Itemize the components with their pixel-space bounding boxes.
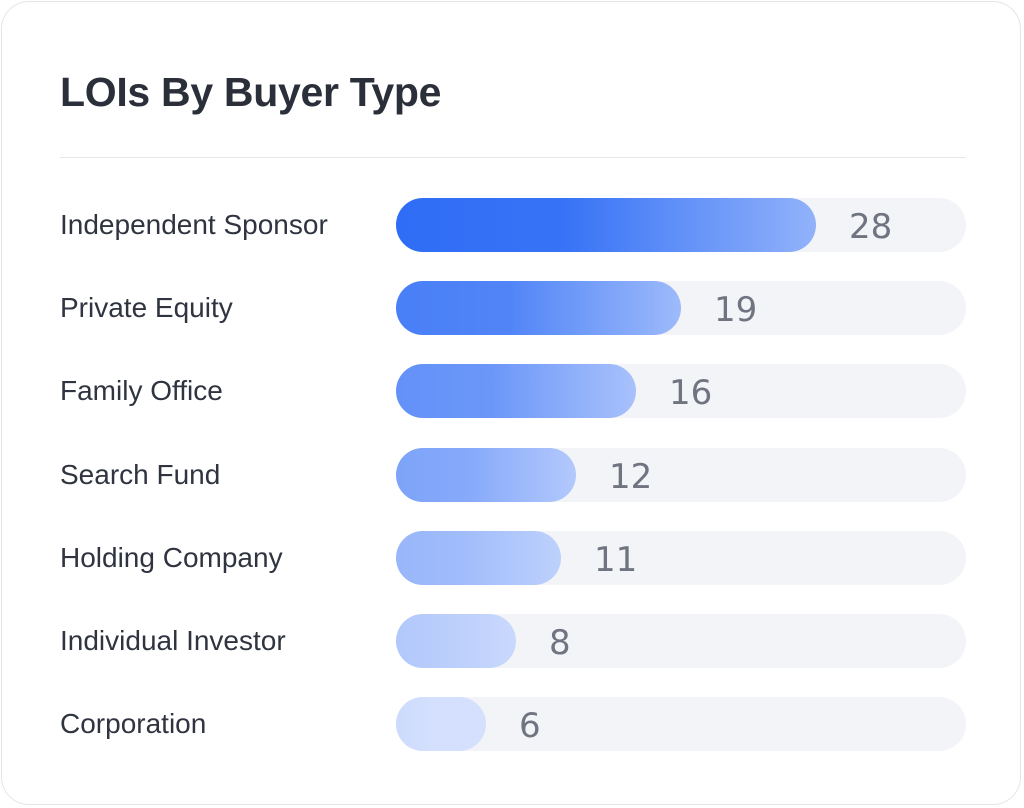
category-label: Search Fund	[60, 458, 221, 490]
bar	[396, 447, 576, 502]
value-label: 11	[594, 539, 638, 580]
bar	[396, 281, 681, 336]
bar-row: Private Equity 19	[60, 281, 966, 336]
value-label: 6	[519, 706, 541, 747]
bar-track: 16	[396, 364, 966, 419]
chart-title: LOIs By Buyer Type	[60, 69, 442, 115]
title-divider	[60, 157, 966, 158]
value-label: 16	[669, 373, 713, 414]
bar-track: 28	[396, 198, 966, 252]
bar-row: Holding Company 11	[60, 530, 966, 585]
value-label: 28	[849, 207, 893, 247]
bar-track: 6	[396, 697, 966, 752]
value-label: 8	[549, 623, 571, 663]
bar-row: Independent Sponsor 28	[60, 198, 966, 252]
category-label: Holding Company	[60, 541, 283, 573]
category-label: Independent Sponsor	[60, 209, 328, 240]
bar-track: 12	[396, 447, 966, 502]
category-label: Individual Investor	[60, 625, 286, 656]
category-label: Private Equity	[60, 292, 233, 324]
category-label: Corporation	[60, 708, 207, 740]
bar-track: 8	[396, 614, 966, 668]
bar	[396, 198, 816, 252]
value-label: 19	[714, 290, 758, 331]
bar	[396, 614, 516, 668]
value-label: 12	[609, 456, 653, 497]
bar	[396, 697, 486, 752]
bar-row: Search Fund 12	[60, 447, 966, 502]
bar-track: 19	[396, 281, 966, 336]
category-label: Family Office	[60, 375, 223, 407]
bar-row: Individual Investor 8	[60, 614, 966, 668]
bar-track: 11	[396, 530, 966, 585]
bar-row: Corporation 6	[60, 697, 966, 752]
bar	[396, 530, 561, 585]
bar	[396, 364, 636, 419]
bar-row: Family Office 16	[60, 364, 966, 419]
